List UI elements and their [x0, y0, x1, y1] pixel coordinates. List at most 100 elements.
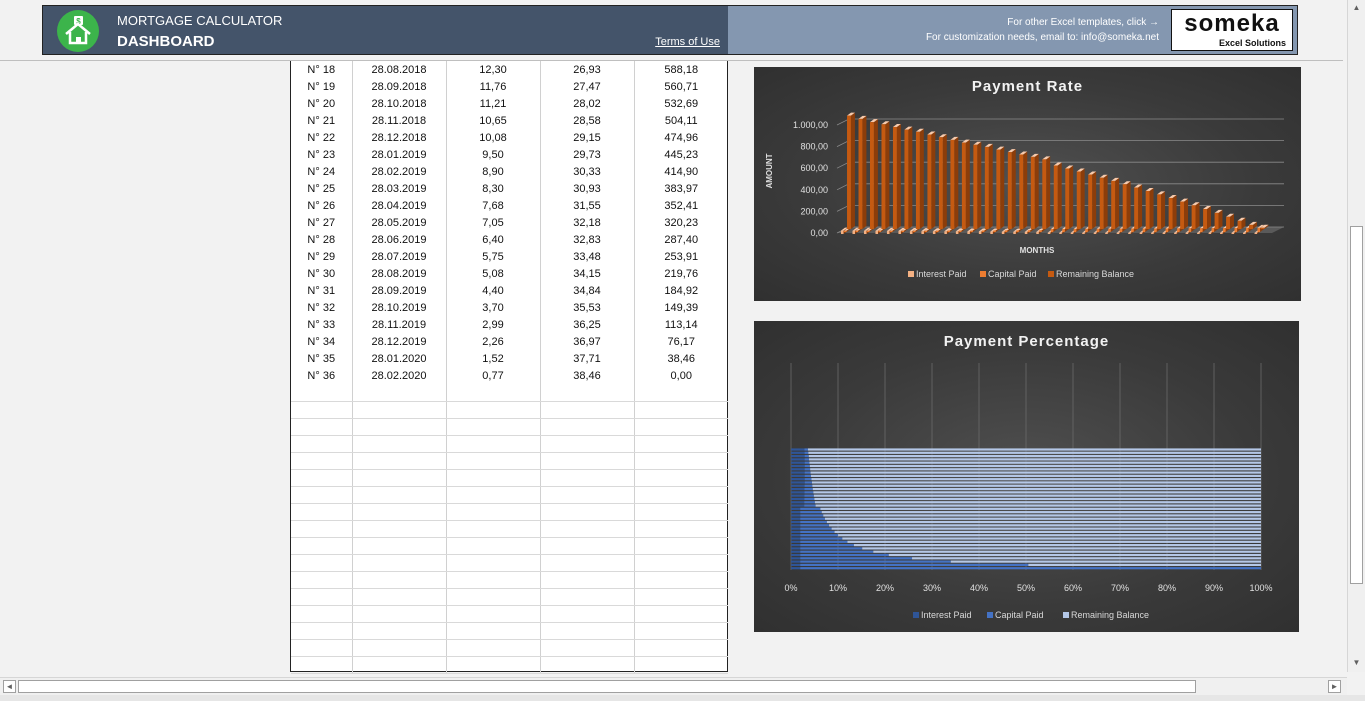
table-cell[interactable] — [634, 469, 728, 487]
table-cell[interactable] — [540, 435, 635, 453]
table-cell[interactable] — [352, 537, 447, 555]
table-cell[interactable] — [446, 520, 541, 538]
table-cell[interactable] — [634, 520, 728, 538]
table-cell[interactable] — [291, 588, 353, 606]
table-cell[interactable]: 30,93 — [540, 180, 635, 197]
table-cell[interactable]: 31,55 — [540, 197, 635, 214]
table-cell[interactable]: 28.08.2019 — [352, 265, 447, 282]
table-cell[interactable]: 28.11.2018 — [352, 112, 447, 129]
table-cell[interactable]: 37,71 — [540, 350, 635, 367]
table-cell[interactable]: 28.03.2019 — [352, 180, 447, 197]
table-cell[interactable] — [540, 401, 635, 419]
table-cell[interactable] — [352, 554, 447, 572]
table-cell[interactable] — [446, 588, 541, 606]
table-cell[interactable]: 2,99 — [446, 316, 541, 333]
house-dollar-icon[interactable]: $ — [57, 10, 99, 52]
table-cell[interactable]: 7,05 — [446, 214, 541, 231]
table-cell[interactable]: 32,18 — [540, 214, 635, 231]
table-cell[interactable] — [540, 384, 635, 402]
table-cell[interactable]: 27,47 — [540, 78, 635, 95]
table-cell[interactable]: N° 21 — [291, 112, 353, 129]
table-cell[interactable] — [291, 571, 353, 589]
table-cell[interactable] — [291, 554, 353, 572]
table-cell[interactable]: 8,90 — [446, 163, 541, 180]
table-cell[interactable] — [352, 418, 447, 436]
table-cell[interactable]: 28.04.2019 — [352, 197, 447, 214]
table-cell[interactable]: 28.01.2020 — [352, 350, 447, 367]
table-cell[interactable]: 445,23 — [664, 148, 699, 161]
scroll-down-icon[interactable]: ▼ — [1352, 658, 1361, 667]
table-cell[interactable] — [540, 418, 635, 436]
table-cell[interactable] — [446, 418, 541, 436]
table-cell[interactable] — [291, 503, 353, 521]
table-cell[interactable]: 3,70 — [446, 299, 541, 316]
table-cell[interactable] — [634, 452, 728, 470]
table-cell[interactable] — [291, 401, 353, 419]
table-cell[interactable] — [540, 452, 635, 470]
table-cell[interactable] — [540, 571, 635, 589]
table-cell[interactable] — [291, 537, 353, 555]
table-cell[interactable]: N° 36 — [291, 367, 353, 384]
table-cell[interactable] — [291, 452, 353, 470]
table-cell[interactable] — [291, 656, 353, 674]
table-cell[interactable] — [540, 656, 635, 674]
table-cell[interactable] — [352, 435, 447, 453]
table-cell[interactable] — [352, 656, 447, 674]
table-cell[interactable] — [446, 639, 541, 657]
table-cell[interactable]: N° 32 — [291, 299, 353, 316]
table-cell[interactable] — [634, 537, 728, 555]
table-cell[interactable] — [291, 469, 353, 487]
table-cell[interactable] — [446, 537, 541, 555]
table-cell[interactable]: 29,73 — [540, 146, 635, 163]
table-cell[interactable] — [634, 384, 728, 402]
table-cell[interactable]: 34,84 — [540, 282, 635, 299]
table-cell[interactable] — [352, 605, 447, 623]
templates-link[interactable]: For other Excel templates, click → — [1007, 17, 1159, 28]
table-cell[interactable]: 588,18 — [664, 63, 699, 76]
table-cell[interactable] — [540, 503, 635, 521]
table-cell[interactable]: 4,40 — [446, 282, 541, 299]
table-cell[interactable]: 29,15 — [540, 129, 635, 146]
table-cell[interactable]: 0,77 — [446, 367, 541, 384]
table-cell[interactable] — [291, 435, 353, 453]
table-cell[interactable] — [446, 571, 541, 589]
table-cell[interactable]: 11,76 — [446, 78, 541, 95]
table-cell[interactable] — [446, 384, 541, 402]
table-cell[interactable]: 28.08.2018 — [352, 61, 447, 78]
table-cell[interactable]: 26,93 — [540, 61, 635, 78]
table-cell[interactable] — [446, 486, 541, 504]
table-cell[interactable]: 11,21 — [446, 95, 541, 112]
table-cell[interactable]: 34,15 — [540, 265, 635, 282]
table-cell[interactable] — [634, 554, 728, 572]
table-cell[interactable]: 35,53 — [540, 299, 635, 316]
table-cell[interactable]: N° 34 — [291, 333, 353, 350]
table-cell[interactable]: 38,46 — [667, 352, 696, 365]
table-cell[interactable]: N° 23 — [291, 146, 353, 163]
table-cell[interactable]: 28.10.2019 — [352, 299, 447, 316]
table-cell[interactable] — [446, 656, 541, 674]
table-cell[interactable]: 28.12.2018 — [352, 129, 447, 146]
table-cell[interactable]: N° 26 — [291, 197, 353, 214]
table-cell[interactable] — [291, 384, 353, 402]
table-cell[interactable] — [446, 622, 541, 640]
table-cell[interactable]: 12,30 — [446, 61, 541, 78]
table-cell[interactable] — [540, 520, 635, 538]
table-cell[interactable]: 5,75 — [446, 248, 541, 265]
table-cell[interactable]: N° 28 — [291, 231, 353, 248]
table-cell[interactable]: 320,23 — [664, 216, 699, 229]
table-cell[interactable]: N° 29 — [291, 248, 353, 265]
table-cell[interactable]: 10,65 — [446, 112, 541, 129]
table-cell[interactable] — [634, 418, 728, 436]
table-cell[interactable] — [352, 588, 447, 606]
table-cell[interactable]: 28.11.2019 — [352, 316, 447, 333]
table-cell[interactable]: 30,33 — [540, 163, 635, 180]
table-cell[interactable] — [446, 503, 541, 521]
horizontal-scroll-thumb[interactable] — [18, 680, 1196, 693]
table-cell[interactable]: 38,46 — [540, 367, 635, 384]
table-cell[interactable]: 28.09.2019 — [352, 282, 447, 299]
table-cell[interactable]: 28.12.2019 — [352, 333, 447, 350]
table-cell[interactable]: 28.07.2019 — [352, 248, 447, 265]
table-cell[interactable]: 36,97 — [540, 333, 635, 350]
table-cell[interactable] — [291, 520, 353, 538]
table-cell[interactable]: 2,26 — [446, 333, 541, 350]
